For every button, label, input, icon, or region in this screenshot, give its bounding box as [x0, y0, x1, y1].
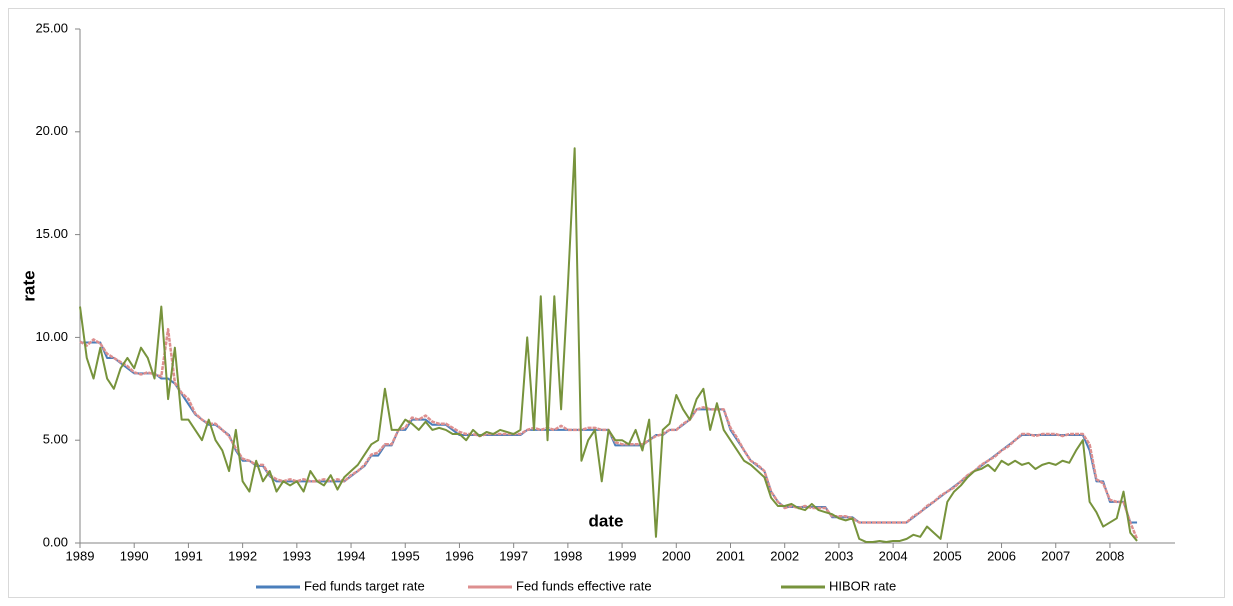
- x-tick-label: 1998: [553, 548, 582, 563]
- x-tick-label: 2007: [1041, 548, 1070, 563]
- x-tick-label: 1989: [66, 548, 95, 563]
- legend-label: Fed funds target rate: [304, 578, 425, 593]
- y-tick-label: 15.00: [35, 226, 68, 241]
- x-tick-label: 2002: [770, 548, 799, 563]
- y-tick-label: 20.00: [35, 123, 68, 138]
- chart-frame: [8, 8, 1225, 598]
- x-tick-label: 1995: [391, 548, 420, 563]
- y-tick-label: 0.00: [43, 534, 68, 549]
- x-tick-label: 1992: [228, 548, 257, 563]
- y-tick-label: 10.00: [35, 329, 68, 344]
- x-tick-label: 1994: [337, 548, 366, 563]
- x-tick-label: 1996: [445, 548, 474, 563]
- x-tick-label: 1997: [499, 548, 528, 563]
- x-tick-label: 2004: [879, 548, 908, 563]
- legend-label: HIBOR rate: [829, 578, 896, 593]
- x-tick-label: 2006: [987, 548, 1016, 563]
- x-tick-label: 1999: [608, 548, 637, 563]
- legend-label: Fed funds effective rate: [516, 578, 652, 593]
- x-tick-label: 2003: [824, 548, 853, 563]
- x-tick-label: 2008: [1095, 548, 1124, 563]
- x-tick-label: 1993: [282, 548, 311, 563]
- series-line: [79, 147, 1138, 543]
- y-tick-label: 5.00: [43, 432, 68, 447]
- x-tick-label: 1990: [120, 548, 149, 563]
- x-tick-label: 1991: [174, 548, 203, 563]
- x-tick-label: 2005: [933, 548, 962, 563]
- y-tick-label: 25.00: [35, 20, 68, 35]
- x-axis-title: date: [589, 511, 624, 530]
- x-tick-label: 2000: [662, 548, 691, 563]
- y-axis-title: rate: [19, 270, 38, 301]
- x-tick-label: 2001: [716, 548, 745, 563]
